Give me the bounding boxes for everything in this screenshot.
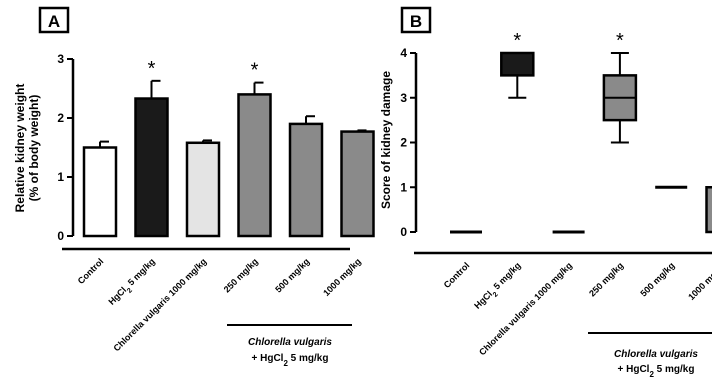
panel-b-category-label-sub: 2 (492, 291, 500, 299)
panel-a-category-label-main: HgCl (106, 285, 128, 307)
panel-a-category-label: 500 mg/kg (273, 256, 311, 294)
panel-a-bar (288, 122, 324, 238)
panel-a-y-label-line2: (% of body weight) (27, 95, 41, 202)
panel-b-category-label: 250 mg/kg (587, 260, 625, 298)
panel-b-category-label: Control (442, 260, 472, 290)
panel-a-group-line2-prefix: + HgCl (252, 353, 284, 364)
panel-a-label-box (38, 6, 70, 34)
panel-a-y-tick-label: 2 (57, 111, 64, 125)
panel-a-category-label: 250 mg/kg (222, 256, 260, 294)
panel-b-label-box (400, 6, 432, 34)
panel-b-group-line2-sub: 2 (649, 370, 654, 379)
panel-a-y-label-line1: Relative kidney weight (13, 84, 27, 213)
panel-a-group-label-line2: + HgCl2 5 mg/kg (252, 353, 329, 368)
panel-a-bar (340, 130, 375, 238)
panel-b-category-label-rest: 5 mg/kg (490, 260, 523, 293)
panel-b: B 0 1 2 3 4 Score of kidney damage Control * HgCl… (379, 6, 712, 379)
panel-b-category-label: 1000 mg/kg (686, 260, 712, 302)
panel-b-group-label-line2: + HgCl2 5 mg/kg (618, 364, 695, 379)
panel-a-y-tick-label: 3 (57, 52, 64, 66)
panel-a-significance-star: * (251, 60, 259, 82)
panel-b-category-label: 500 mg/kg (638, 260, 676, 298)
panel-b-label: B (410, 12, 422, 31)
panel-a-group-label-line1: Chlorella vulgaris (248, 337, 332, 348)
panel-a-y-tick-label: 1 (57, 170, 64, 184)
panel-a-category-label: HgCl2 5 mg/kg (106, 256, 159, 309)
panel-a-bar (237, 93, 272, 238)
panel-a-category-label-sub: 2 (126, 287, 134, 295)
panel-a-bar (134, 97, 169, 238)
panel-b-category-label: HgCl2 5 mg/kg (472, 260, 525, 313)
panel-b-y-tick-label: 1 (400, 180, 407, 194)
panel-b-y-tick-label: 4 (400, 46, 407, 60)
panel-a-category-label: Chlorella vulgaris 1000 mg/kg (111, 256, 208, 353)
panel-b-box (500, 51, 535, 77)
panel-a-significance-star: * (148, 58, 156, 80)
panel-a-y-tick-label: 0 (57, 229, 64, 243)
panel-b-y-tick-label: 2 (400, 136, 407, 150)
panel-a-group-line2-suffix: 5 mg/kg (288, 353, 329, 364)
panel-b-group-label-line1: Chlorella vulgaris (614, 349, 698, 360)
panel-b-significance-star: * (616, 30, 624, 52)
panel-a-group-line2-sub: 2 (283, 359, 288, 368)
panel-a-category-label: 1000 mg/kg (321, 256, 363, 298)
panel-b-y-label: Score of kidney damage (379, 71, 393, 209)
panel-a-category-label-rest: 5 mg/kg (124, 256, 157, 289)
panel-b-category-label: Chlorella vulgaris 1000 mg/kg (477, 260, 574, 357)
panel-b-group-line2-suffix: 5 mg/kg (654, 364, 695, 375)
panel-b-y-tick-label: 3 (400, 91, 407, 105)
panel-b-significance-star: * (513, 30, 521, 52)
panel-b-category-label-main: HgCl (472, 289, 494, 311)
panel-a-bar (82, 146, 118, 238)
panel-a-label: A (48, 12, 60, 31)
panel-b-y-label-text: Score of kidney damage (379, 71, 393, 209)
panel-a-category-label: Control (76, 256, 106, 286)
panel-a-y-label: Relative kidney weight (% of body weight) (13, 84, 41, 213)
panel-b-group-line2-prefix: + HgCl (618, 364, 650, 375)
panel-a: A 0 1 2 3 Relative kidney weight (% of body we… (13, 6, 375, 368)
panel-b-y-tick-label: 0 (400, 225, 407, 239)
panel-a-bar (185, 141, 221, 238)
panel-b-box (705, 186, 712, 234)
